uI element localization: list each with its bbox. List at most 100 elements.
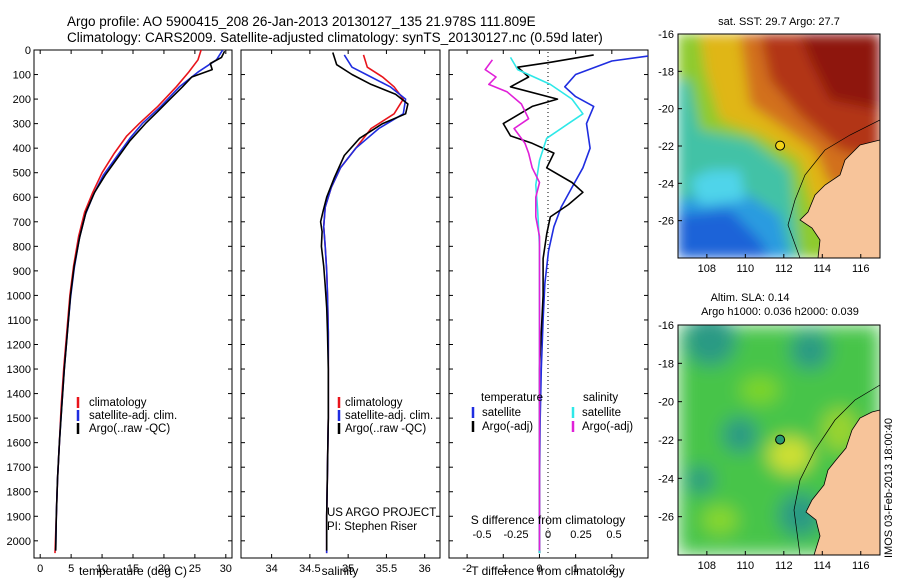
legend-label-argo: Argo(..raw -QC) bbox=[89, 423, 170, 435]
depth-tick-label: 1700 bbox=[7, 462, 31, 474]
legend-label-sal-satellite: satellite bbox=[582, 407, 621, 419]
argo-float-marker bbox=[775, 434, 786, 445]
depth-tick-label: 1000 bbox=[7, 290, 31, 302]
legend-label-satellite: satellite-adj. clim. bbox=[89, 410, 177, 422]
depth-tick-label: 100 bbox=[13, 70, 31, 82]
depth-axis: 0 100 200 300 400 500 600 700 800 900 1000 1100 1200… bbox=[7, 45, 232, 548]
x-tick-label: -2 bbox=[462, 563, 472, 575]
difference-y-ticks bbox=[449, 49, 648, 542]
depth-tick-label: 1800 bbox=[7, 487, 31, 499]
imos-timestamp: IMOS 03-Feb-2013 18:00:40 bbox=[883, 418, 895, 558]
pi-annotation: PI: Stephen Riser bbox=[327, 521, 417, 533]
sla-depth-contour bbox=[793, 384, 880, 555]
x-tick-label: 36 bbox=[419, 563, 431, 575]
x-tick-label: 35 bbox=[342, 563, 354, 575]
sst-coastline bbox=[799, 139, 880, 258]
longitude-tick-label: 116 bbox=[852, 263, 870, 275]
depth-tick-label: 1200 bbox=[7, 339, 31, 351]
difference-legend: temperature salinity satellite Argo(-adj… bbox=[471, 392, 633, 433]
s-tick-label: 0.5 bbox=[606, 529, 621, 541]
sst-map-axes: 108 110 112 114 116 -16 -18 -20 -22 -24 -26 bbox=[658, 29, 869, 275]
longitude-tick-label: 114 bbox=[814, 560, 832, 572]
legend-label-sal-argo: Argo(-adj) bbox=[582, 421, 633, 433]
series-line bbox=[54, 50, 226, 551]
legend-label-climatology: climatology bbox=[345, 397, 403, 409]
x-tick-label: -1 bbox=[498, 563, 508, 575]
series-line bbox=[484, 59, 541, 551]
depth-tick-label: 1900 bbox=[7, 511, 31, 523]
difference-x-axis: -2 -1 0 1 2 bbox=[462, 50, 615, 575]
salinity-xlabel: salinity bbox=[322, 564, 359, 578]
s-difference-ticks: -0.5 -0.25 0 0.25 0.5 bbox=[473, 529, 622, 541]
temperature-legend: climatology satellite-adj. clim. Argo(..… bbox=[76, 397, 177, 435]
x-tick-label: 0 bbox=[37, 563, 43, 575]
latitude-tick-label: -16 bbox=[658, 29, 674, 41]
depth-tick-label: 1600 bbox=[7, 438, 31, 450]
s-tick-label: -0.25 bbox=[503, 529, 528, 541]
difference-lines bbox=[484, 54, 648, 554]
sla-coastline bbox=[805, 409, 880, 555]
latitude-tick-label: -16 bbox=[658, 320, 674, 332]
x-tick-label: 0 bbox=[536, 563, 542, 575]
x-tick-label: 5 bbox=[68, 563, 74, 575]
salinity-lines bbox=[319, 52, 409, 554]
latitude-tick-label: -18 bbox=[658, 358, 674, 370]
s-tick-label: -0.5 bbox=[473, 529, 492, 541]
x-tick-label: 2 bbox=[609, 563, 615, 575]
temperature-xlabel: temperature (deg C) bbox=[79, 564, 187, 578]
legend-label-temp-argo: Argo(-adj) bbox=[482, 421, 533, 433]
project-annotation: US ARGO PROJECT bbox=[327, 507, 436, 519]
x-tick-label: 15 bbox=[127, 563, 139, 575]
salinity-panel: 34 34.5 35 35.5 36 salinity climatology sate… bbox=[240, 49, 441, 578]
latitude-tick-label: -20 bbox=[658, 397, 674, 409]
latitude-tick-label: -20 bbox=[658, 104, 674, 116]
argo-float-marker bbox=[775, 140, 786, 151]
latitude-tick-label: -18 bbox=[658, 66, 674, 78]
latitude-tick-label: -24 bbox=[658, 473, 674, 485]
depth-tick-label: 1500 bbox=[7, 413, 31, 425]
depth-tick-label: 1100 bbox=[7, 315, 31, 327]
sst-land bbox=[800, 34, 880, 258]
longitude-tick-label: 116 bbox=[852, 560, 870, 572]
header-line-2: Climatology: CARS2009. Satellite-adjuste… bbox=[67, 30, 603, 45]
temperature-panel: 0100200300400500600700800900100011001200… bbox=[7, 45, 233, 578]
temperature-lines bbox=[54, 50, 226, 554]
longitude-tick-label: 110 bbox=[737, 263, 755, 275]
latitude-tick-label: -26 bbox=[658, 216, 674, 228]
sla-land bbox=[806, 410, 880, 555]
salinity-axes-box bbox=[240, 49, 441, 559]
temperature-x-axis: 0 5 10 15 20 25 30 bbox=[37, 50, 232, 575]
temperature-axes-box bbox=[33, 49, 233, 559]
series-line bbox=[538, 55, 648, 554]
depth-tick-label: 300 bbox=[13, 119, 31, 131]
x-tick-label: 25 bbox=[189, 563, 201, 575]
legend-title-temperature: temperature bbox=[481, 392, 543, 404]
latitude-tick-label: -24 bbox=[658, 178, 674, 190]
sst-map-title: sat. SST: 29.7 Argo: 27.7 bbox=[718, 16, 840, 28]
difference-panel: -2 -1 0 1 2 T difference from climatology S … bbox=[448, 49, 649, 578]
series-line bbox=[502, 54, 594, 554]
longitude-tick-label: 112 bbox=[775, 560, 793, 572]
legend-title-salinity: salinity bbox=[583, 392, 618, 404]
legend-label-satellite: satellite-adj. clim. bbox=[345, 410, 433, 422]
depth-tick-label: 700 bbox=[13, 217, 31, 229]
header-line-1: Argo profile: AO 5900415_208 26-Jan-2013… bbox=[67, 14, 536, 29]
longitude-tick-label: 110 bbox=[737, 560, 755, 572]
legend-label-temp-satellite: satellite bbox=[482, 407, 521, 419]
latitude-tick-label: -22 bbox=[658, 435, 674, 447]
sst-depth-contour bbox=[787, 119, 880, 258]
x-tick-label: 30 bbox=[220, 563, 232, 575]
salinity-y-ticks bbox=[241, 49, 440, 542]
sla-map-axes: 108 110 112 114 116 -16 -18 -20 -22 -24 -26 bbox=[658, 320, 869, 572]
depth-tick-label: 800 bbox=[13, 241, 31, 253]
difference-xlabel: T difference from climatology bbox=[471, 564, 625, 578]
sla-map: Altim. SLA: 0.14 Argo h1000: 0.036 h2000… bbox=[658, 292, 881, 572]
s-tick-label: 0 bbox=[545, 529, 551, 541]
depth-tick-label: 0 bbox=[25, 45, 31, 57]
x-tick-label: 20 bbox=[158, 563, 170, 575]
x-tick-label: 10 bbox=[96, 563, 108, 575]
depth-tick-label: 900 bbox=[13, 266, 31, 278]
depth-tick-label: 500 bbox=[13, 168, 31, 180]
longitude-tick-label: 112 bbox=[775, 263, 793, 275]
salinity-legend: climatology satellite-adj. clim. Argo(..… bbox=[337, 397, 433, 435]
